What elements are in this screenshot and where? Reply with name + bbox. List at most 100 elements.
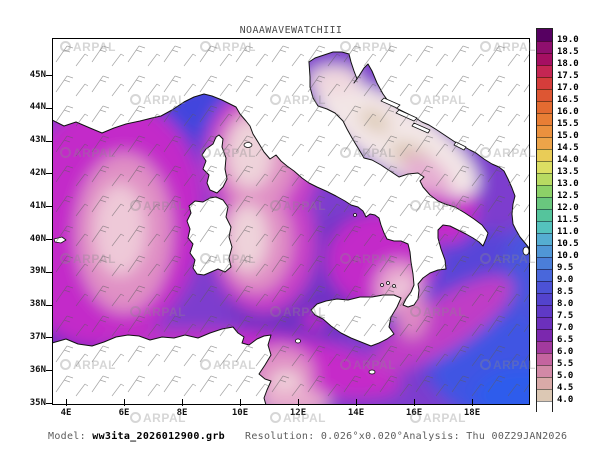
arpal-logo-icon [410, 94, 421, 105]
arpal-logo-icon [270, 94, 281, 105]
arpal-logo-icon [200, 41, 211, 52]
arpal-logo-icon [480, 41, 491, 52]
colorbar-cell [537, 269, 552, 281]
colorbar-cell [537, 341, 552, 353]
colorbar-cell [537, 233, 552, 245]
arpal-logo-icon [480, 147, 491, 158]
colorbar-label: 8.5 [557, 287, 574, 297]
colorbar-label: 13.0 [557, 179, 579, 189]
lat-tick [46, 206, 52, 208]
colorbar-label: 19.0 [557, 35, 579, 45]
lat-label: 42N [29, 167, 46, 178]
resolution-label: Resolution: [245, 431, 321, 442]
colorbar-label: 16.5 [557, 95, 579, 105]
colorbar-cell [537, 89, 552, 101]
lat-tick [46, 140, 52, 142]
colorbar-label: 9.0 [557, 275, 574, 285]
arpal-watermark: ARPAL [60, 358, 116, 372]
colorbar-cell [537, 389, 552, 401]
colorbar-label: 13.5 [557, 167, 579, 177]
lon-tick [472, 399, 473, 406]
lat-tick [46, 173, 52, 175]
arpal-logo-icon [60, 147, 71, 158]
colorbar-cell [537, 29, 552, 41]
colorbar-label: 11.5 [557, 215, 579, 225]
lon-label: 12E [289, 408, 307, 418]
arpal-logo-icon [130, 200, 141, 211]
lon-tick [124, 399, 125, 406]
arpal-logo-icon [410, 306, 421, 317]
colorbar-cell [537, 101, 552, 113]
arpal-logo-icon [480, 359, 491, 370]
arpal-watermark: ARPAL [130, 305, 186, 319]
arpal-watermark: ARPAL [270, 199, 326, 213]
lat-label: 37N [29, 331, 46, 342]
lon-label: 18E [463, 408, 481, 418]
colorbar-cell [537, 173, 552, 185]
colorbar-cell [537, 317, 552, 329]
colorbar-label: 14.0 [557, 155, 579, 165]
arpal-watermark: ARPAL [200, 40, 256, 54]
lon-label: 14E [347, 408, 365, 418]
arpal-watermark: ARPAL [410, 199, 466, 213]
colorbar-label: 9.5 [557, 263, 574, 273]
colorbar-label: 4.0 [557, 395, 574, 405]
arpal-watermark: ARPAL [270, 411, 326, 425]
colorbar-cell [537, 377, 552, 389]
arpal-watermark: ARPAL [410, 305, 466, 319]
model-label: Model: [48, 431, 93, 442]
lat-tick [46, 304, 52, 306]
lon-tick [356, 399, 357, 406]
arpal-watermark: ARPAL [410, 93, 466, 107]
arpal-watermark: ARPAL [340, 252, 396, 266]
colorbar-cell [537, 365, 552, 377]
colorbar-cell [537, 329, 552, 341]
colorbar-cell [537, 125, 552, 137]
arpal-watermark: ARPAL [130, 93, 186, 107]
arpal-logo-icon [60, 41, 71, 52]
arpal-watermark: ARPAL [480, 252, 536, 266]
arpal-watermark: ARPAL [200, 146, 256, 160]
lat-tick [46, 337, 52, 339]
arpal-logo-icon [200, 359, 211, 370]
colorbar-label: 17.0 [557, 83, 579, 93]
arpal-watermark: ARPAL [480, 358, 536, 372]
arpal-logo-icon [60, 359, 71, 370]
arpal-watermark: ARPAL [130, 199, 186, 213]
lat-label: 35N [29, 397, 46, 408]
colorbar-label: 15.5 [557, 119, 579, 129]
arpal-logo-icon [60, 253, 71, 264]
colorbar-label: 12.0 [557, 203, 579, 213]
arpal-logo-icon [200, 253, 211, 264]
colorbar-cell [537, 245, 552, 257]
colorbar-label: 15.0 [557, 131, 579, 141]
colorbar-cells [536, 28, 553, 413]
colorbar-cell [537, 149, 552, 161]
colorbar-cell [537, 197, 552, 209]
colorbar-label: 7.0 [557, 323, 574, 333]
lon-tick [298, 399, 299, 406]
colorbar-label: 12.5 [557, 191, 579, 201]
arpal-logo-icon [340, 359, 351, 370]
analysis-label: Analysis: [403, 431, 467, 442]
colorbar-label: 5.0 [557, 371, 574, 381]
lat-label: 38N [29, 299, 46, 310]
arpal-logo-icon [340, 147, 351, 158]
arpal-logo-icon [340, 253, 351, 264]
arpal-watermark: ARPAL [60, 146, 116, 160]
arpal-watermark: ARPAL [340, 146, 396, 160]
arpal-logo-icon [130, 306, 141, 317]
lon-label: 8E [176, 408, 188, 418]
lat-label: 39N [29, 266, 46, 277]
colorbar-label: 5.5 [557, 359, 574, 369]
arpal-logo-icon [270, 306, 281, 317]
colorbar-label: 18.0 [557, 59, 579, 69]
lat-label: 41N [29, 200, 46, 211]
colorbar-label: 14.5 [557, 143, 579, 153]
colorbar-label: 6.0 [557, 347, 574, 357]
lat-tick [46, 75, 52, 76]
colorbar-cell [537, 113, 552, 125]
arpal-watermark: ARPAL [270, 305, 326, 319]
arpal-logo-icon [410, 200, 421, 211]
